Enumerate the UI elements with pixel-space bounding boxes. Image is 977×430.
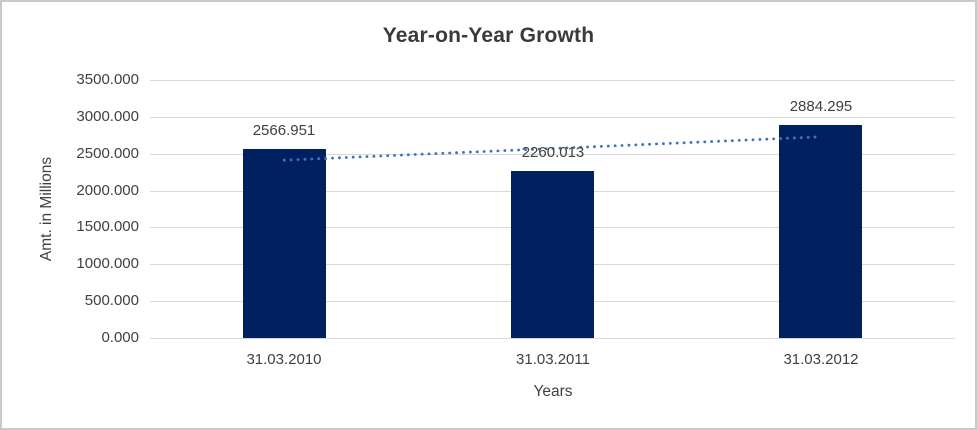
data-label: 2260.013 — [521, 144, 585, 161]
y-tick-label: 3500.000 — [76, 71, 139, 88]
y-tick-label: 3000.000 — [76, 108, 139, 125]
x-axis-title: Years — [533, 383, 573, 400]
data-label: 2884.295 — [789, 98, 853, 115]
data-label: 2566.951 — [252, 122, 316, 139]
chart-title: Year-on-Year Growth — [382, 24, 595, 47]
bar-31.03.2012 — [779, 125, 862, 338]
y-tick-label: 1500.000 — [76, 218, 139, 235]
y-tick-label: 2500.000 — [76, 145, 139, 162]
y-tick-label: 0.000 — [101, 329, 139, 346]
y-tick-label: 2000.000 — [76, 182, 139, 199]
x-tick-label: 31.03.2012 — [783, 351, 859, 368]
y-tick-label: 500.000 — [84, 292, 139, 309]
bar-31.03.2011 — [511, 171, 594, 338]
gridline — [150, 338, 955, 339]
gridline — [150, 80, 955, 81]
x-tick-label: 31.03.2010 — [246, 351, 322, 368]
gridline — [150, 117, 955, 118]
x-tick-label: 31.03.2011 — [516, 351, 590, 368]
y-tick-label: 1000.000 — [76, 255, 139, 272]
bar-31.03.2010 — [243, 149, 326, 338]
